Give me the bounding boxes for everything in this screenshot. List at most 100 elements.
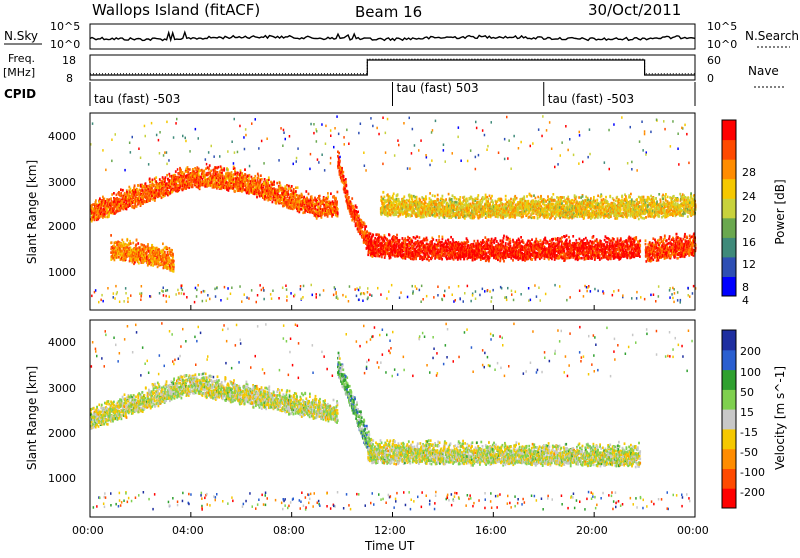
- data-cell: [301, 194, 303, 197]
- data-cell: [149, 178, 151, 181]
- data-cell: [244, 168, 246, 171]
- noise-sky-trace: [90, 32, 695, 40]
- data-cell: [276, 200, 278, 203]
- data-cell: [413, 236, 415, 239]
- data-cell: [357, 228, 359, 231]
- data-cell: [217, 171, 219, 174]
- data-cell: [384, 256, 386, 259]
- data-cell: [468, 244, 470, 247]
- data-cell: [327, 195, 329, 198]
- data-cell: [279, 182, 281, 185]
- data-cell: [198, 172, 200, 175]
- data-cell: [540, 239, 542, 242]
- data-cell: [368, 235, 370, 238]
- data-cell: [297, 186, 299, 189]
- data-cell: [339, 160, 341, 163]
- data-cell: [113, 192, 115, 195]
- data-cell: [149, 181, 151, 184]
- data-cell: [405, 257, 407, 260]
- data-cell: [95, 199, 97, 202]
- data-cell: [283, 187, 285, 190]
- data-cell: [165, 176, 167, 179]
- data-cell: [116, 194, 118, 197]
- data-cell: [399, 239, 401, 242]
- data-cell: [209, 164, 211, 167]
- data-cell: [336, 203, 338, 206]
- data-cell: [438, 245, 440, 248]
- data-cell: [222, 175, 224, 178]
- data-cell: [303, 196, 305, 199]
- freq-line: [90, 60, 695, 75]
- data-cell: [544, 257, 546, 260]
- data-cell: [516, 239, 518, 242]
- data-cell: [467, 246, 469, 249]
- nave-line: [90, 59, 695, 74]
- data-cell: [426, 239, 428, 242]
- data-cell: [235, 173, 237, 176]
- data-cell: [512, 259, 514, 262]
- data-cell: [396, 234, 398, 237]
- noise-panel-frame: [90, 24, 695, 49]
- data-cell: [491, 242, 493, 245]
- data-cell: [233, 181, 235, 184]
- data-cell: [349, 205, 351, 208]
- freq-tick-bottom: 8: [66, 72, 73, 85]
- data-cell: [280, 185, 282, 188]
- data-cell: [540, 251, 542, 254]
- data-cell: [273, 183, 275, 186]
- data-cell: [260, 174, 262, 177]
- data-cell: [222, 169, 224, 172]
- data-cell: [362, 224, 364, 227]
- data-cell: [503, 235, 505, 238]
- data-cell: [505, 242, 507, 245]
- data-cell: [103, 198, 105, 201]
- data-cell: [507, 237, 509, 240]
- data-cell: [343, 179, 345, 182]
- data-cell: [500, 239, 502, 242]
- data-cell: [447, 257, 449, 260]
- noise-left-tick-top: 10^5: [50, 20, 80, 33]
- data-cell: [518, 239, 520, 242]
- data-cell: [486, 252, 488, 255]
- data-cell: [508, 247, 510, 250]
- data-cell: [231, 171, 233, 174]
- nave-tick-top: 60: [707, 54, 721, 67]
- data-cell: [335, 197, 337, 200]
- data-cell: [361, 221, 363, 224]
- data-cell: [330, 192, 332, 195]
- data-cell: [416, 236, 418, 239]
- data-cell: [269, 184, 271, 187]
- data-cell: [272, 201, 274, 204]
- data-cell: [531, 238, 533, 241]
- data-cell: [439, 241, 441, 244]
- data-cell: [152, 179, 154, 182]
- data-cell: [356, 213, 358, 216]
- data-cell: [256, 196, 258, 199]
- data-cell: [446, 243, 448, 246]
- data-cell: [379, 255, 381, 258]
- data-cell: [345, 181, 347, 184]
- cpid-label: CPID: [4, 87, 36, 101]
- data-cell: [336, 200, 338, 203]
- data-cell: [291, 185, 293, 188]
- data-cell: [365, 225, 367, 228]
- data-cell: [372, 255, 374, 258]
- data-cell: [356, 216, 358, 219]
- data-cell: [441, 258, 443, 261]
- data-cell: [343, 175, 345, 178]
- data-cell: [161, 197, 163, 200]
- data-cell: [311, 197, 313, 200]
- data-cell: [202, 178, 204, 181]
- noise-right-label: N.Search: [745, 29, 799, 43]
- data-cell: [249, 174, 251, 177]
- data-cell: [319, 195, 321, 198]
- data-cell: [338, 152, 340, 155]
- data-cell: [332, 213, 334, 216]
- data-cell: [450, 236, 452, 239]
- data-cell: [347, 190, 349, 193]
- data-cell: [337, 211, 339, 214]
- nave-tick-bottom: 0: [707, 72, 714, 85]
- data-cell: [342, 171, 344, 174]
- noise-left-label: N.Sky: [4, 29, 38, 43]
